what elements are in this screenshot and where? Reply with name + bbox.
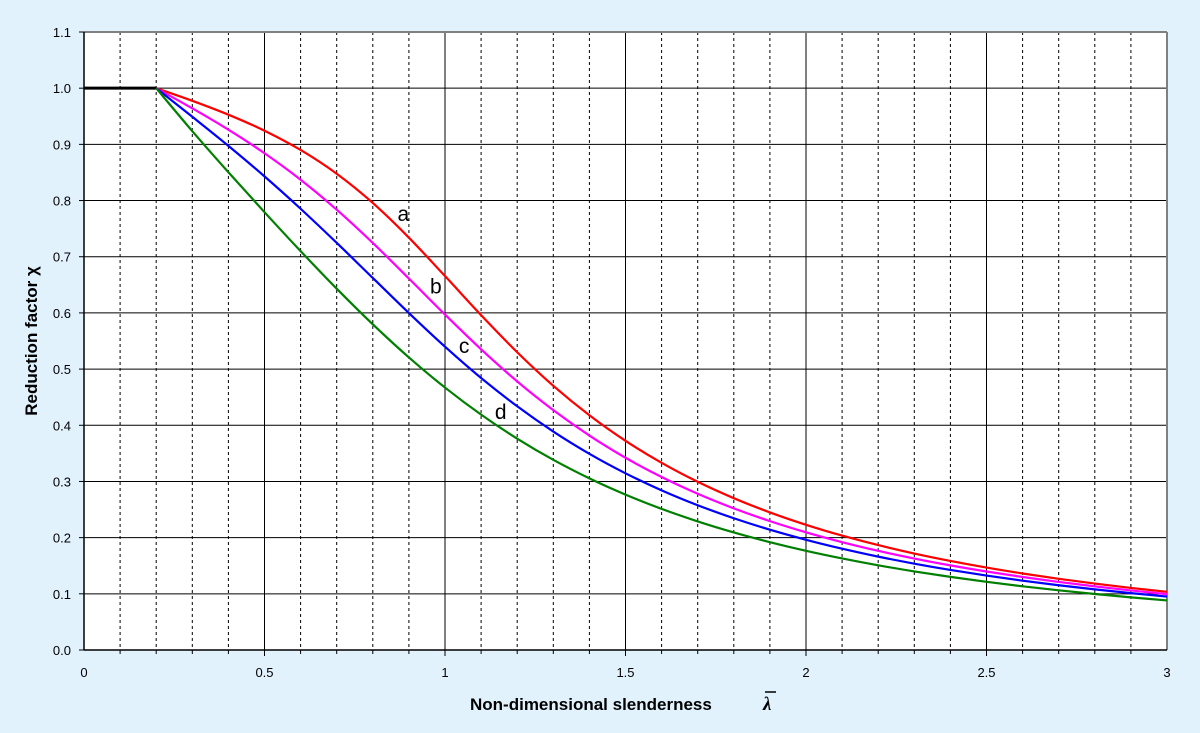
y-axis-label: Reduction factor χ: [22, 266, 41, 416]
y-tick-label: 0.9: [53, 137, 71, 152]
curve-c: [155, 87, 1168, 598]
x-tick-label: 1.5: [616, 665, 634, 680]
grid: [79, 31, 1168, 656]
curve-label-d: d: [495, 401, 507, 424]
x-tick-label: 2: [802, 665, 809, 680]
curve-b: [155, 87, 1168, 596]
curve-label-c: c: [459, 335, 470, 358]
y-tick-label: 0.1: [53, 587, 71, 602]
y-tick-label: 0.7: [53, 250, 71, 265]
x-axis-label: Non-dimensional slenderness: [470, 695, 712, 714]
x-axis-symbol: λ: [762, 694, 771, 715]
series-group: a b c d: [84, 86, 1168, 602]
tick-labels: 0 0.5 1 1.5 2 2.5 3 0.0 0.1 0.2 0.3 0.4 0.5 0.6 0.7 0.8…: [53, 25, 1171, 680]
x-tick-label: 0.5: [255, 665, 273, 680]
curve-label-b: b: [430, 276, 442, 299]
y-tick-label: 0.5: [53, 362, 71, 377]
y-tick-label: 0.2: [53, 531, 71, 546]
curve-d: [155, 87, 1168, 602]
y-tick-label: 0.6: [53, 306, 71, 321]
y-tick-label: 0.4: [53, 418, 71, 433]
y-tick-label: 0.8: [53, 194, 71, 209]
x-tick-label: 2.5: [977, 665, 995, 680]
x-tick-label: 1: [441, 665, 448, 680]
x-tick-label: 3: [1163, 665, 1170, 680]
curve-label-a: a: [397, 203, 409, 226]
y-tick-label: 0.3: [53, 474, 71, 489]
y-tick-label: 1.1: [53, 25, 71, 40]
y-tick-label: 0.0: [53, 643, 71, 658]
x-tick-label: 0: [80, 665, 87, 680]
curve-a: [155, 87, 1168, 593]
y-tick-label: 1.0: [53, 81, 71, 96]
